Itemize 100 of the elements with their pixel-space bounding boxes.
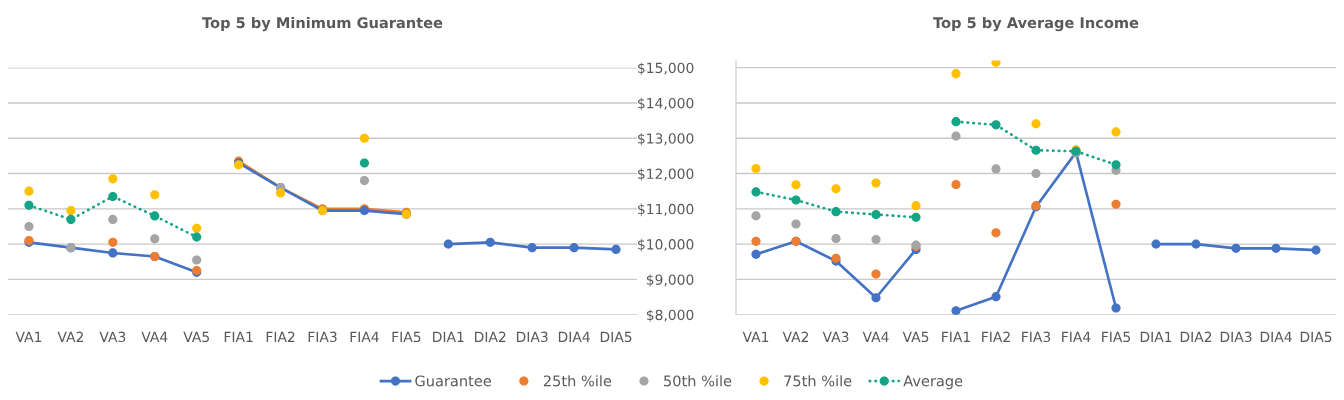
point [192,232,202,242]
point [831,207,841,217]
point [751,236,761,246]
point [1111,160,1121,170]
x-tick-label: VA2 [782,331,809,342]
point [951,179,961,190]
x-tick-label: VA4 [141,331,168,342]
point [751,164,761,174]
point [871,269,881,279]
point [871,209,881,220]
x-tick-label: DIA2 [475,331,506,342]
point [192,255,202,265]
point [1031,145,1041,155]
point [1111,199,1121,209]
point [951,117,961,127]
point [527,243,537,253]
point [66,214,76,225]
x-tick-label: DIA2 [1180,331,1212,342]
point [1111,127,1121,137]
x-tick-label: FIA5 [392,331,421,343]
point [1031,168,1041,179]
y-tick-label: $12,000 [638,168,694,181]
x-tick-label: DIA4 [558,331,590,342]
point [1191,239,1201,249]
x-tick-label: VA3 [822,331,849,343]
point [150,234,160,244]
x-tick-label: VA4 [862,331,889,342]
x-tick-label: FIA5 [1102,331,1130,343]
legend-label: 25th %ile [543,375,612,387]
point [108,214,118,225]
chart-title: Top 5 by Minimum Guarantee [202,16,443,32]
x-tick-label: DIA1 [433,331,464,342]
point [751,249,761,259]
y-tick-label: $13,000 [638,132,694,146]
point [108,191,118,202]
point [751,187,761,197]
point [359,133,370,143]
point [1271,243,1281,253]
point [150,211,160,221]
point [569,243,579,253]
point [359,158,370,168]
y-tick-label: $11,000 [638,203,694,217]
x-tick-label: FIA3 [308,331,337,343]
point [192,223,202,233]
x-tick-label: FIA3 [1022,331,1051,343]
x-tick-label: VA5 [183,331,209,343]
point [871,178,881,188]
point [991,60,1001,67]
legend-label: Guarantee [415,375,491,387]
point [791,219,801,229]
x-tick-label: DIA3 [516,331,548,343]
point [991,292,1001,302]
x-tick-label: VA3 [99,331,126,343]
point [611,244,621,254]
point [951,131,961,141]
point [871,293,881,303]
x-tick-label: FIA4 [350,331,379,342]
point [951,306,961,315]
point [275,188,286,198]
y-tick-label: $15,000 [638,62,694,75]
point [108,248,118,258]
point [443,239,453,249]
point [791,180,801,190]
point [911,201,921,211]
chart-title: Top 5 by Average Income [933,16,1139,32]
legend-label: Average [903,375,963,390]
legend-label: 50th %ile [664,375,732,387]
legend-label: 75th %ile [784,375,852,387]
x-tick-label: FIA1 [942,331,970,342]
point [1031,119,1041,129]
point [108,174,118,184]
point [1311,245,1321,255]
x-tick-label: DIA5 [600,331,632,343]
x-tick-label: FIA1 [224,331,253,342]
x-tick-label: DIA5 [1300,331,1332,343]
point [24,221,34,232]
point [991,228,1001,238]
point [871,234,881,245]
x-tick-label: DIA3 [1220,331,1252,343]
y-tick-label: $9,000 [646,274,694,287]
point [991,120,1001,130]
point [791,195,801,205]
point [951,69,961,79]
point [150,190,160,200]
y-tick-label: $10,000 [638,238,694,252]
point [911,212,921,222]
point [24,186,34,196]
x-tick-label: FIA2 [982,331,1010,342]
point [359,176,370,186]
point [1151,239,1161,249]
point [831,233,841,244]
point [108,237,118,247]
x-tick-label: FIA2 [266,331,295,342]
x-tick-label: DIA4 [1260,331,1292,342]
x-tick-label: FIA4 [1062,331,1091,342]
point [485,237,495,247]
y-tick-label: $14,000 [638,97,694,111]
point [831,184,841,194]
x-tick-label: VA1 [742,331,769,342]
point [991,164,1001,174]
